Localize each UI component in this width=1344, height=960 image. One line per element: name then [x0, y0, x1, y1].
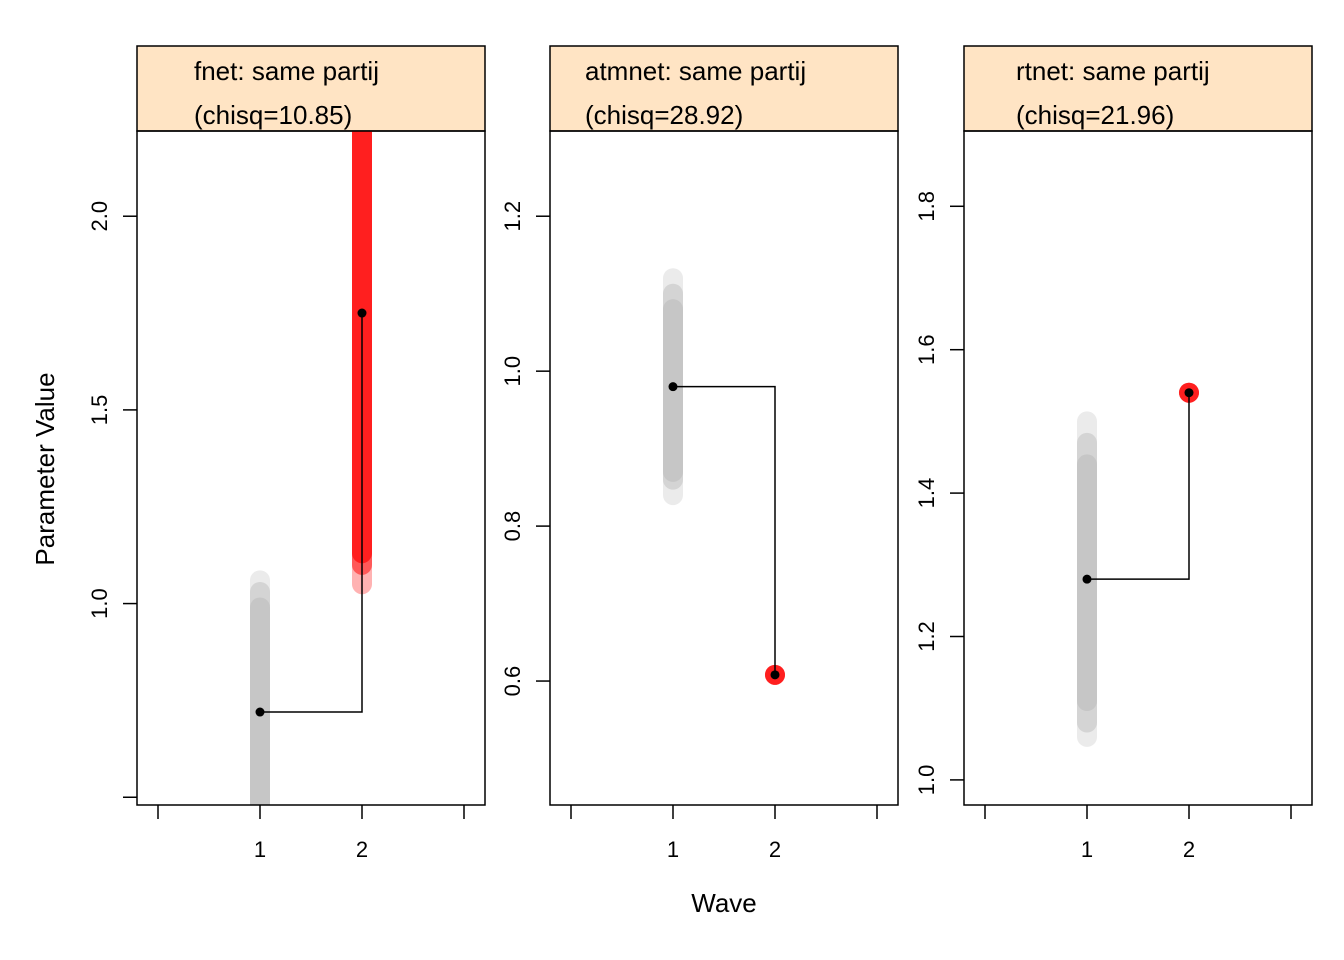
data-point-wave-2: [770, 670, 780, 680]
y-tick-label: 1.0: [87, 588, 112, 619]
y-tick-label: 0.8: [500, 511, 525, 542]
y-tick-label: 1.8: [914, 191, 939, 222]
x-tick-label: 1: [667, 837, 679, 862]
y-tick-label: 1.4: [914, 478, 939, 509]
axes: 1 2 1.0 1.5 2.0: [87, 130, 486, 862]
data-point-wave-1: [668, 382, 678, 392]
y-tick-label: 1.6: [914, 334, 939, 365]
plot-area: [663, 268, 785, 685]
y-tick-label: 1.2: [914, 621, 939, 652]
panel-title-line1: fnet: same partij: [194, 56, 379, 86]
axes: 1 2 1.0 1.2 1.4 1.6 1.8: [914, 130, 1313, 862]
y-tick-label: 2.0: [87, 201, 112, 232]
series-connector: [260, 313, 363, 713]
panel-atmnet: atmnet: same partij (chisq=28.92) 1 2 0.6 0…: [500, 45, 899, 862]
series-connector: [1087, 392, 1190, 580]
y-tick-label: 1.5: [87, 395, 112, 426]
y-tick-label: 1.2: [500, 201, 525, 232]
x-tick-label: 2: [769, 837, 781, 862]
y-tick-label: 0.6: [500, 666, 525, 697]
panel-rtnet: rtnet: same partij (chisq=21.96) 1 2 1.0 1.…: [914, 45, 1313, 862]
data-point-wave-2: [1184, 388, 1194, 398]
plot-area: [1077, 382, 1199, 747]
x-tick-label: 2: [1183, 837, 1195, 862]
data-point-wave-2: [357, 308, 367, 318]
plot-frame: [963, 130, 1313, 806]
plot-frame: [549, 130, 899, 806]
plot-area: [250, 131, 372, 805]
panel-title-line2: (chisq=10.85): [194, 100, 352, 130]
x-tick-label: 1: [1081, 837, 1093, 862]
x-tick-label: 1: [254, 837, 266, 862]
y-tick-label: 1.0: [914, 765, 939, 796]
panel-strip: [136, 45, 486, 132]
y-axis-label: Parameter Value: [30, 372, 60, 565]
panel-title-line1: atmnet: same partij: [585, 56, 806, 86]
plot-frame: [136, 130, 486, 806]
y-tick-label: 1.0: [500, 356, 525, 387]
panel-fnet: fnet: same partij (chisq=10.85) 1 2 1.0 1.5…: [87, 45, 486, 862]
x-tick-label: 2: [356, 837, 368, 862]
panel-title-line2: (chisq=21.96): [1016, 100, 1174, 130]
panel-title-line1: rtnet: same partij: [1016, 56, 1210, 86]
x-axis-label: Wave: [691, 888, 757, 918]
data-point-wave-1: [255, 707, 265, 717]
data-point-wave-1: [1082, 574, 1092, 584]
series-connector: [673, 385, 776, 675]
panel-title-line2: (chisq=28.92): [585, 100, 743, 130]
panel-strip: [549, 45, 899, 132]
axes: 1 2 0.6 0.8 1.0 1.2: [500, 130, 899, 862]
